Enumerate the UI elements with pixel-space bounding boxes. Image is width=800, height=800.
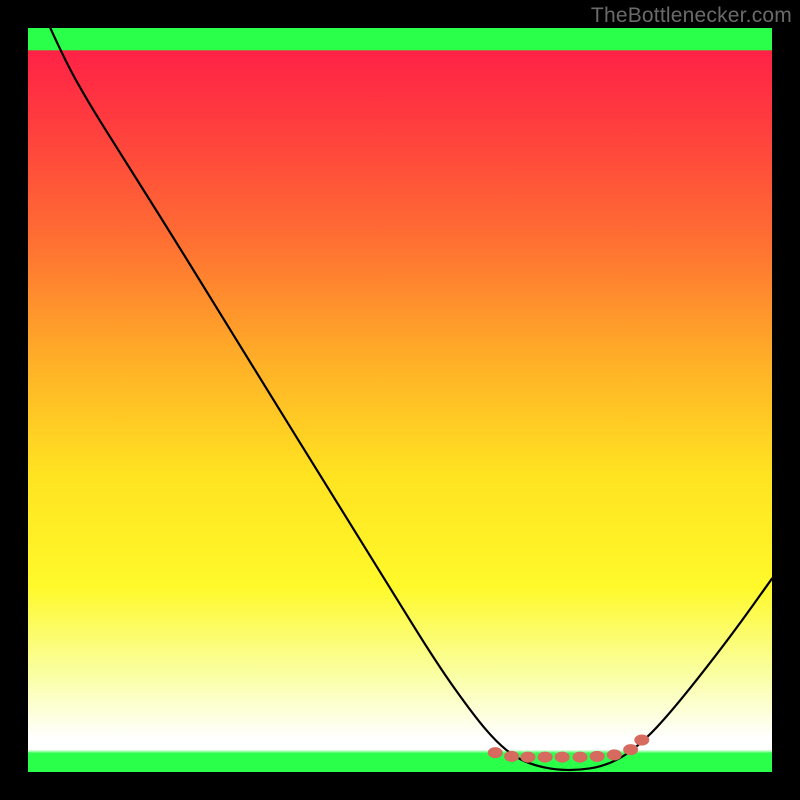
watermark-text: TheBottlenecker.com [591, 4, 792, 28]
optimal-marker [635, 735, 649, 745]
optimal-marker [590, 751, 604, 761]
optimal-marker [505, 751, 519, 761]
plot-svg [28, 28, 772, 772]
optimal-marker [488, 748, 502, 758]
plot-area [28, 28, 772, 772]
green-band [28, 28, 772, 50]
gradient-background [28, 28, 772, 772]
chart-container: TheBottlenecker.com [0, 0, 800, 800]
optimal-marker [538, 752, 552, 762]
optimal-marker [607, 750, 621, 760]
optimal-marker [573, 752, 587, 762]
optimal-marker [555, 752, 569, 762]
optimal-marker [521, 752, 535, 762]
optimal-marker [624, 745, 638, 755]
